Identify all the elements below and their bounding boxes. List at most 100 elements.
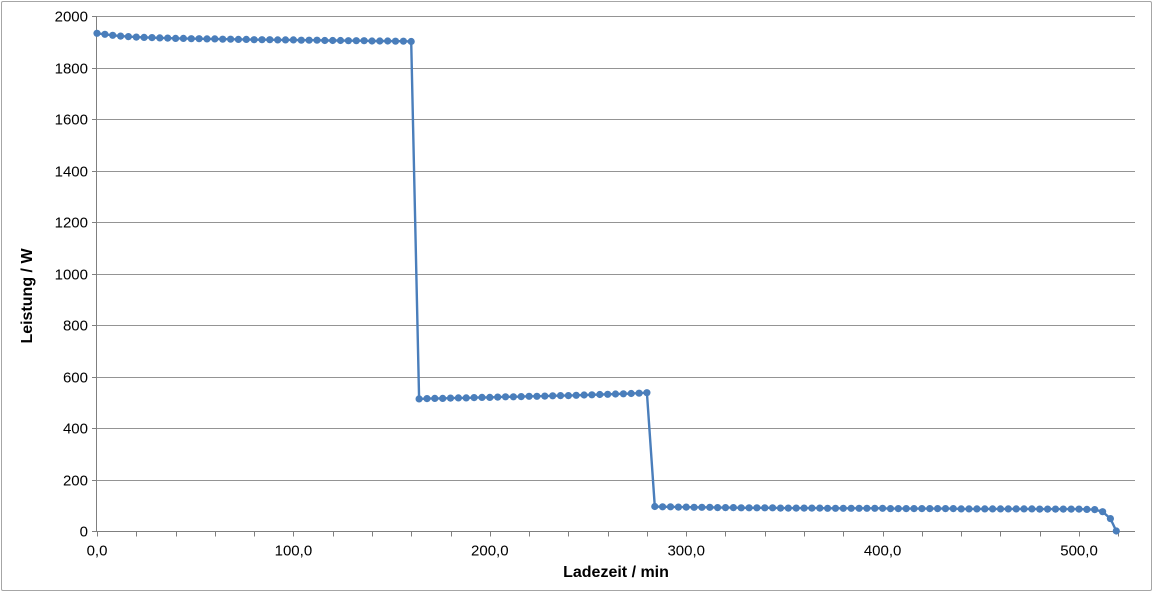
data-point-marker	[431, 394, 439, 402]
data-point-marker	[886, 505, 895, 513]
data-point-marker	[855, 504, 863, 512]
x-tick-label: 200,0	[471, 543, 509, 560]
data-point-marker	[698, 503, 706, 511]
y-tick-label: 1400	[55, 164, 88, 181]
data-point-marker	[989, 505, 997, 513]
data-point-marker	[635, 389, 643, 397]
y-axis: 0 200 400 600 800 1000 1200 1400 1600 1800 2000	[55, 9, 97, 541]
data-point-marker	[439, 394, 447, 402]
data-point-marker	[831, 504, 840, 512]
x-axis-title: Ladezeit / min	[563, 564, 669, 581]
data-point-marker	[423, 395, 431, 403]
data-point-marker	[839, 504, 847, 512]
data-point-marker	[910, 505, 918, 513]
series-line	[96, 32, 1118, 532]
data-point-marker	[179, 34, 187, 43]
data-point-marker	[1036, 505, 1044, 513]
data-point-marker	[407, 37, 415, 46]
data-point-marker	[596, 390, 604, 399]
x-axis: 0,0 100,0 200,0 300,0 400,0 500,0	[87, 531, 1135, 560]
data-point-marker	[564, 392, 573, 400]
data-point-marker	[360, 37, 368, 45]
data-point-marker	[234, 35, 242, 44]
data-point-marker	[478, 393, 486, 401]
data-point-marker	[753, 504, 761, 512]
data-point-marker	[604, 390, 612, 398]
data-point-marker	[894, 505, 902, 513]
data-point-marker	[132, 33, 140, 41]
data-point-marker	[847, 504, 855, 512]
data-point-marker	[706, 503, 714, 511]
data-point-marker	[242, 35, 250, 44]
y-tick-label: 0	[80, 524, 88, 541]
data-point-marker	[965, 505, 973, 513]
data-point-marker	[297, 36, 305, 44]
data-point-marker	[109, 31, 117, 39]
data-point-marker	[611, 390, 620, 398]
data-point-marker	[659, 503, 667, 511]
data-point-marker	[494, 393, 502, 401]
data-point-marker	[973, 505, 981, 513]
data-point-marker	[93, 29, 101, 37]
data-point-marker	[1028, 505, 1036, 513]
data-point-marker	[533, 392, 541, 400]
data-point-marker	[101, 30, 109, 38]
x-tick-label: 0,0	[87, 543, 108, 560]
data-point-marker	[863, 504, 871, 512]
data-point-marker	[501, 393, 510, 401]
data-point-marker	[305, 36, 313, 44]
data-point-marker	[203, 35, 211, 43]
data-point-marker	[879, 504, 887, 512]
data-point-marker	[148, 34, 156, 42]
data-point-marker	[1099, 508, 1107, 516]
data-point-marker	[588, 391, 596, 399]
data-point-marker	[258, 36, 266, 44]
data-point-marker	[376, 37, 384, 45]
data-point-marker	[368, 37, 376, 45]
y-axis-title: Leistung / W	[19, 248, 36, 344]
data-point-marker	[1044, 505, 1052, 513]
data-point-marker	[211, 35, 219, 43]
data-point-marker	[227, 35, 235, 43]
data-point-marker	[871, 504, 879, 512]
data-point-marker	[816, 504, 824, 512]
data-point-marker	[541, 392, 549, 400]
data-point-marker	[1051, 505, 1060, 513]
data-point-marker	[509, 393, 517, 401]
data-point-marker	[446, 394, 455, 402]
data-point-marker	[384, 37, 392, 45]
data-point-marker	[690, 503, 698, 511]
data-point-marker	[187, 35, 195, 43]
data-point-marker	[344, 37, 352, 45]
data-point-marker	[776, 504, 785, 512]
data-point-marker	[462, 394, 470, 402]
y-tick-label: 1000	[55, 267, 88, 284]
data-point-marker	[470, 394, 478, 402]
data-point-marker	[195, 35, 203, 43]
data-point-marker	[517, 393, 525, 401]
data-point-marker	[957, 505, 965, 513]
data-point-marker	[1004, 505, 1012, 513]
data-point-marker	[981, 505, 989, 513]
y-tick-label: 400	[63, 421, 88, 438]
data-point-marker	[391, 37, 400, 45]
data-point-marker	[1091, 506, 1099, 514]
y-tick-label: 2000	[55, 9, 88, 26]
data-point-marker	[172, 34, 180, 43]
data-point-marker	[926, 505, 934, 513]
data-point-marker	[808, 504, 816, 512]
data-point-marker	[800, 504, 808, 512]
data-point-marker	[140, 33, 148, 42]
data-point-marker	[266, 36, 274, 44]
data-point-marker	[761, 504, 769, 512]
data-point-marker	[784, 504, 792, 512]
data-point-marker	[415, 395, 423, 403]
data-point-marker	[769, 504, 777, 512]
data-point-marker	[556, 392, 565, 400]
data-point-marker	[651, 502, 659, 511]
data-point-marker	[1112, 527, 1120, 535]
data-point-marker	[619, 390, 628, 398]
y-tick-label: 1200	[55, 215, 88, 232]
series-markers	[93, 29, 1120, 535]
